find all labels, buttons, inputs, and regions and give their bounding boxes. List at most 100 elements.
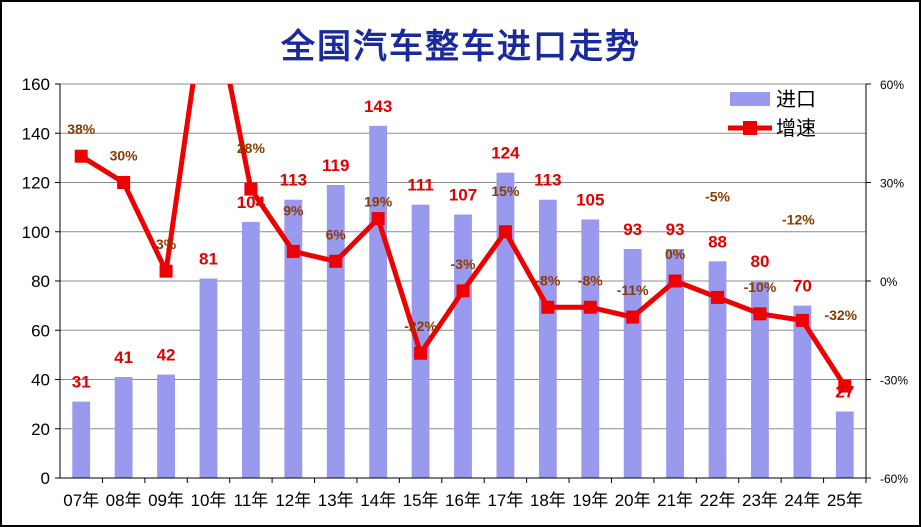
- right-axis-tick-label: 0%: [880, 275, 898, 289]
- growth-value-label: 6%: [326, 226, 347, 242]
- growth-value-label: -5%: [705, 188, 730, 204]
- bar: [241, 221, 260, 478]
- left-axis-tick-label: 140: [22, 124, 50, 143]
- growth-marker: [541, 300, 555, 314]
- growth-value-label: -8%: [535, 272, 560, 288]
- line-series: [74, 84, 852, 393]
- bar: [538, 199, 557, 479]
- x-axis-tick-label: 17年: [487, 491, 523, 510]
- left-axis-tick-label: 40: [31, 371, 50, 390]
- bar-value-label: 124: [491, 144, 520, 163]
- bar-value-label: 31: [72, 373, 91, 392]
- left-axis-tick-label: 0: [41, 469, 50, 488]
- bar-value-label: 143: [364, 97, 392, 116]
- growth-marker: [244, 182, 258, 196]
- x-axis-tick-label: 25年: [827, 491, 863, 510]
- growth-marker: [753, 307, 767, 321]
- bar: [114, 377, 133, 478]
- growth-value-label: 38%: [67, 121, 96, 137]
- growth-marker: [456, 284, 470, 298]
- bar-value-label: 113: [280, 171, 307, 190]
- x-axis-tick-label: 19年: [572, 491, 608, 510]
- left-axis-tick-label: 80: [31, 272, 50, 291]
- bar-value-label: 93: [623, 220, 642, 239]
- right-axis-tick-label: -60%: [880, 472, 908, 486]
- bar: [284, 199, 303, 479]
- axes: 0 20 40 60 80 100 120 140 160 -60% -30% 0% 30% 60% 07年…: [22, 75, 909, 510]
- bar-value-label: 88: [708, 232, 727, 251]
- growth-marker: [159, 264, 173, 278]
- x-axis-tick-label: 10年: [191, 491, 227, 510]
- bar-series: [72, 125, 854, 479]
- bar-value-label: 27: [835, 383, 854, 402]
- right-axis-tick-label: 60%: [880, 78, 904, 92]
- right-axis-tick-label: 30%: [880, 177, 904, 191]
- bar-value-label: 107: [449, 186, 477, 205]
- x-axis-tick-label: 09年: [148, 491, 184, 510]
- bar-value-label: 119: [322, 156, 349, 175]
- chart-title: 全国汽车整车进口走势: [280, 27, 641, 67]
- left-axis-tick-label: 60: [31, 321, 50, 340]
- x-axis-tick-label: 11年: [234, 491, 269, 510]
- bar: [793, 305, 812, 478]
- bar: [623, 248, 642, 478]
- bar: [708, 261, 727, 478]
- x-axis-tick-label: 14年: [360, 491, 396, 510]
- growth-value-label: -8%: [578, 272, 603, 288]
- left-axis-tick-label: 100: [22, 223, 50, 242]
- x-axis-tick-label: 16年: [445, 491, 481, 510]
- legend-swatch-bar: [730, 92, 770, 106]
- x-axis-tick-label: 22年: [700, 491, 736, 510]
- growth-value-label: -11%: [617, 282, 649, 298]
- bar: [751, 281, 769, 478]
- bar: [454, 214, 472, 478]
- right-axis-tick-label: -30%: [880, 374, 908, 388]
- bar-value-label: 80: [750, 252, 769, 271]
- growth-marker: [583, 300, 597, 314]
- legend-label-bar: 进口: [776, 88, 816, 111]
- legend: 进口 增速: [728, 88, 816, 140]
- data-labels: 31 41 42 81 104 113 119 143 111 107 124 113 105 93 93 8…: [67, 97, 857, 402]
- bar: [835, 411, 854, 478]
- growth-marker: [626, 310, 640, 324]
- bar: [369, 125, 388, 479]
- legend-marker: [743, 121, 757, 135]
- growth-value-label: -12%: [782, 211, 815, 227]
- growth-value-label: 30%: [110, 148, 139, 164]
- growth-marker: [371, 212, 385, 226]
- left-axis-tick-label: 160: [22, 75, 50, 94]
- growth-marker: [498, 225, 512, 239]
- growth-value-label: 19%: [364, 194, 393, 210]
- bar: [581, 219, 600, 478]
- x-axis-tick-label: 23年: [742, 491, 778, 510]
- bar-value-label: 81: [199, 250, 218, 269]
- growth-value-label: -32%: [824, 307, 857, 323]
- x-axis-tick-label: 18年: [530, 491, 566, 510]
- x-axis-tick-label: 08年: [106, 491, 142, 510]
- bar: [199, 278, 218, 478]
- x-axis-tick-label: 20年: [615, 491, 651, 510]
- x-axis-tick-label: 13年: [318, 491, 354, 510]
- growth-marker: [74, 149, 88, 163]
- growth-marker: [329, 254, 343, 268]
- x-axis-tick-label: 21年: [657, 491, 693, 510]
- growth-value-label: 3%: [156, 236, 177, 252]
- growth-marker: [286, 244, 300, 258]
- growth-value-label: 28%: [237, 140, 266, 156]
- growth-marker: [711, 290, 725, 304]
- bar-value-label: 105: [576, 190, 604, 209]
- bar: [496, 172, 515, 478]
- bar: [72, 401, 91, 478]
- growth-value-label: 0%: [665, 246, 686, 262]
- growth-marker: [838, 379, 852, 393]
- growth-marker: [795, 313, 809, 327]
- bar: [157, 374, 175, 478]
- growth-marker: [117, 176, 131, 189]
- bar-value-label: 111: [407, 176, 434, 195]
- bar: [666, 248, 685, 478]
- x-axis-tick-label: 07年: [63, 491, 99, 510]
- growth-value-label: -22%: [404, 318, 437, 334]
- left-axis-tick-label: 120: [22, 174, 50, 193]
- legend-label-line: 增速: [776, 117, 816, 140]
